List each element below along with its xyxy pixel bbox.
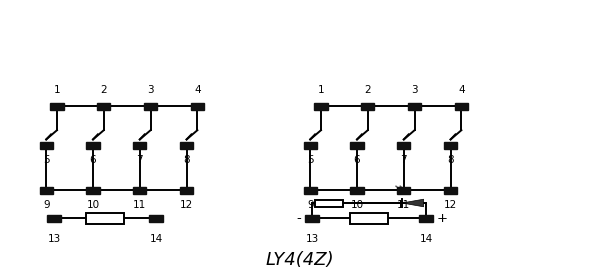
Bar (97, 103, 110, 110)
Text: 12: 12 (180, 200, 193, 210)
Bar (86, 213, 124, 224)
Bar (397, 142, 410, 149)
Text: 7: 7 (136, 155, 143, 165)
Bar (314, 103, 328, 110)
Text: LY4(4Z): LY4(4Z) (266, 251, 334, 269)
Bar (86, 187, 100, 194)
Text: 13: 13 (47, 234, 61, 244)
Bar (408, 103, 421, 110)
Text: 9: 9 (43, 200, 50, 210)
Text: 5: 5 (307, 155, 314, 165)
Text: 3: 3 (147, 85, 154, 95)
Text: 2: 2 (100, 85, 107, 95)
Text: 11: 11 (133, 200, 146, 210)
Text: 7: 7 (400, 155, 407, 165)
Bar (40, 187, 53, 194)
Bar (350, 213, 388, 224)
Text: 6: 6 (353, 155, 361, 165)
Text: 3: 3 (411, 85, 418, 95)
Bar (304, 142, 317, 149)
Text: 9: 9 (307, 200, 314, 210)
Text: 11: 11 (397, 200, 410, 210)
Text: 5: 5 (43, 155, 50, 165)
Bar (350, 187, 364, 194)
Bar (455, 103, 468, 110)
Bar (180, 142, 193, 149)
Bar (315, 199, 343, 207)
Bar (361, 103, 374, 110)
Text: 4: 4 (194, 85, 201, 95)
Text: 14: 14 (419, 234, 433, 244)
Bar (444, 187, 457, 194)
Text: 6: 6 (89, 155, 97, 165)
Text: 10: 10 (350, 200, 364, 210)
Bar (350, 142, 364, 149)
Bar (50, 103, 64, 110)
Bar (180, 187, 193, 194)
Text: 14: 14 (149, 234, 163, 244)
Bar (40, 142, 53, 149)
Text: 12: 12 (444, 200, 457, 210)
Bar (144, 103, 157, 110)
Text: 10: 10 (86, 200, 100, 210)
Polygon shape (402, 199, 424, 207)
Bar (304, 187, 317, 194)
Text: 4: 4 (458, 85, 465, 95)
Bar (191, 103, 204, 110)
Bar (397, 187, 410, 194)
Bar (47, 215, 61, 222)
Bar (149, 215, 163, 222)
Text: 2: 2 (364, 85, 371, 95)
Text: 8: 8 (447, 155, 454, 165)
Bar (419, 215, 433, 222)
Text: -: - (296, 212, 301, 225)
Text: 8: 8 (183, 155, 190, 165)
Text: +: + (437, 212, 448, 225)
Bar (133, 142, 146, 149)
Bar (444, 142, 457, 149)
Bar (305, 215, 319, 222)
Text: 1: 1 (317, 85, 325, 95)
Bar (133, 187, 146, 194)
Text: 13: 13 (305, 234, 319, 244)
Bar (86, 142, 100, 149)
Text: 1: 1 (53, 85, 61, 95)
